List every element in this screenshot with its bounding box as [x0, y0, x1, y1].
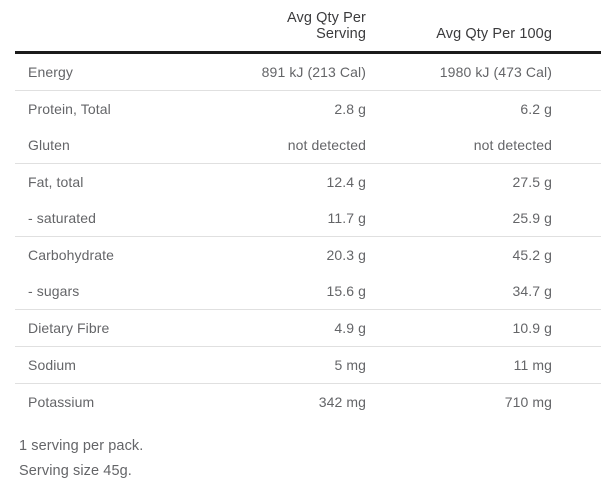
table-row-sodium: Sodium 5 mg 11 mg	[15, 346, 601, 384]
table-row-protein: Protein, Total 2.8 g 6.2 g	[15, 91, 601, 128]
value-per-100g: 710 mg	[504, 394, 552, 410]
table-row-gluten: Gluten not detected not detected	[15, 127, 601, 164]
nutrient-label: - sugars	[15, 273, 235, 310]
value-per-100g: 25.9 g	[366, 200, 601, 237]
nutrition-table-body: Energy 891 kJ (213 Cal) 1980 kJ (473 Cal…	[15, 52, 601, 421]
value-per-serving: 2.8 g	[334, 101, 366, 117]
table-row-dietary-fibre: Dietary Fibre 4.9 g 10.9 g	[15, 309, 601, 347]
value-per-serving: 4.9 g	[235, 309, 366, 347]
nutrient-label: Potassium	[28, 394, 95, 410]
value-per-100g: 1980 kJ (473 Cal)	[366, 52, 601, 91]
value-per-100g: 11 mg	[366, 346, 601, 384]
value-per-100g: 34.7 g	[366, 273, 601, 310]
table-row-carbohydrate: Carbohydrate 20.3 g 45.2 g	[15, 237, 601, 274]
value-per-100g: 27.5 g	[512, 174, 552, 190]
value-per-serving: 20.3 g	[326, 247, 366, 263]
value-per-100g: not detected	[366, 127, 601, 164]
serving-size-text: Serving size 45g.	[19, 463, 132, 479]
table-row-sugars: - sugars 15.6 g 34.7 g	[15, 273, 601, 310]
nutrient-label: Energy	[15, 52, 235, 91]
table-row-potassium: Potassium 342 mg 710 mg	[15, 384, 601, 421]
table-row-energy: Energy 891 kJ (213 Cal) 1980 kJ (473 Cal…	[15, 52, 601, 91]
nutrient-label: Dietary Fibre	[15, 309, 235, 347]
nutrient-label: - saturated	[15, 200, 235, 237]
nutrition-table-header: Avg Qty Per Serving Avg Qty Per 100g	[15, 0, 601, 54]
nutrient-label: Fat, total	[28, 174, 84, 190]
column-header-per-100g: Avg Qty Per 100g	[366, 0, 601, 54]
column-header-blank	[15, 0, 235, 54]
value-per-serving: not detected	[235, 127, 366, 164]
header-row: Avg Qty Per Serving Avg Qty Per 100g	[15, 0, 601, 54]
value-per-100g: 45.2 g	[512, 247, 552, 263]
value-per-serving: 342 mg	[318, 394, 366, 410]
table-row-fat-saturated: - saturated 11.7 g 25.9 g	[15, 200, 601, 237]
column-header-per-serving: Avg Qty Per Serving	[235, 0, 366, 54]
serving-info: 1 serving per pack. Serving size 45g.	[19, 434, 616, 480]
value-per-serving: 5 mg	[235, 346, 366, 384]
value-per-100g: 6.2 g	[520, 101, 552, 117]
value-per-serving: 11.7 g	[235, 200, 366, 237]
value-per-serving: 12.4 g	[326, 174, 366, 190]
value-per-serving: 15.6 g	[235, 273, 366, 310]
value-per-serving: 891 kJ (213 Cal)	[235, 52, 366, 91]
nutrient-label: Gluten	[15, 127, 235, 164]
table-row-fat-total: Fat, total 12.4 g 27.5 g	[15, 164, 601, 201]
nutrient-label: Carbohydrate	[28, 247, 115, 263]
servings-per-pack-text: 1 serving per pack.	[19, 438, 144, 454]
nutrient-label: Protein, Total	[28, 101, 111, 117]
nutrition-table: Avg Qty Per Serving Avg Qty Per 100g Ene…	[15, 0, 601, 420]
nutrient-label: Sodium	[15, 346, 235, 384]
value-per-100g: 10.9 g	[366, 309, 601, 347]
